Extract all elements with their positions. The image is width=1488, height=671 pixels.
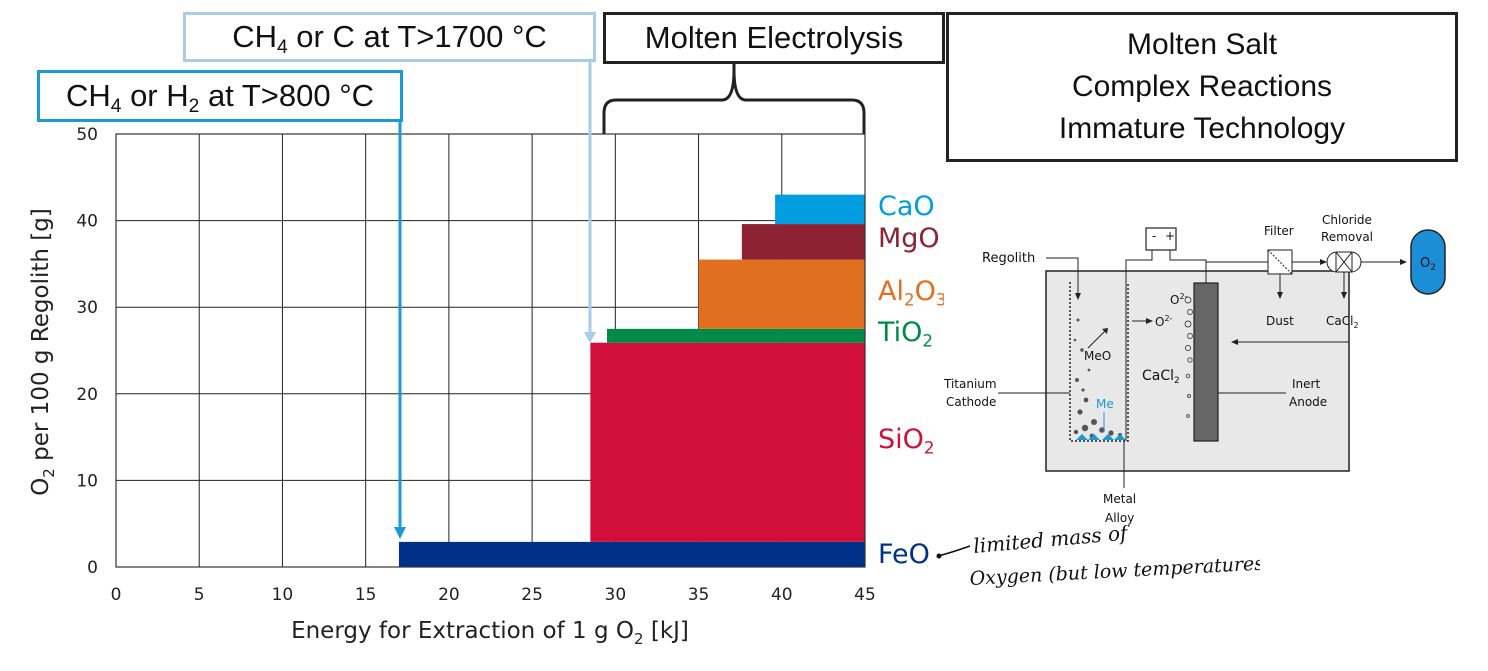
ch4-c-callout: CH4 or C at T>1700 °C xyxy=(183,12,596,62)
note-line-2: Oxygen (but low temperatures) xyxy=(969,552,1260,590)
molten-salt-callout: Molten Salt Complex Reactions Immature T… xyxy=(946,12,1458,162)
o2-minus-label-1: O2- xyxy=(1170,292,1188,307)
metal-droplets xyxy=(1076,434,1126,440)
molten-electrolysis-bracket xyxy=(602,69,866,134)
x-tick-label: 45 xyxy=(854,585,876,605)
chloride-removal-x2 xyxy=(1335,251,1353,273)
meo-arrowhead xyxy=(1102,328,1108,334)
x-tick-label: 5 xyxy=(194,585,205,605)
ch4-h2-callout: CH4 or H2 at T>800 °C xyxy=(37,70,403,122)
note-arrow-icon xyxy=(937,545,971,557)
chloride-removal-label-2: Removal xyxy=(1321,230,1373,244)
removal-to-o2-arrowhead xyxy=(1400,259,1407,265)
bar-tio2 xyxy=(607,328,865,343)
cacl2-return-arrowhead xyxy=(1231,339,1238,345)
minus-sign: - xyxy=(1152,229,1156,243)
cathode-wire xyxy=(1125,250,1153,441)
plus-sign: + xyxy=(1165,229,1175,243)
bar-feo xyxy=(398,541,865,567)
me-label: Me xyxy=(1096,397,1114,411)
label-feo: FeO xyxy=(878,539,930,570)
bar-mgo xyxy=(741,224,865,260)
handwritten-note: limited mass of Oxygen (but low temperat… xyxy=(936,525,1260,590)
cacl2-bath-label: CaCl2 xyxy=(1142,368,1180,386)
label-al2o3: Al2O3 xyxy=(878,276,944,307)
note-dot-icon xyxy=(936,553,942,559)
titanium-cathode-label-1: Titanium xyxy=(943,377,997,391)
molten-salt-line-2: Complex Reactions xyxy=(1071,70,1333,103)
meo-label: MeO xyxy=(1084,349,1111,363)
cacl2-out-label: CaCl2 xyxy=(1326,314,1359,330)
power-supply xyxy=(1145,227,1177,251)
y-tick-label: 10 xyxy=(76,471,98,491)
inert-anode-label-1: Inert xyxy=(1292,377,1320,391)
filter-diagonal xyxy=(1267,249,1293,275)
cathode-basket xyxy=(1069,282,1129,442)
filter-to-removal-arrowhead xyxy=(1320,259,1327,265)
inert-anode-block xyxy=(1193,282,1219,442)
y-axis-title: O2 per 100 g Regolith [g] xyxy=(28,208,58,496)
dust-arrowhead xyxy=(1277,292,1283,299)
regolith-particles xyxy=(1073,318,1122,439)
chloride-removal-label-1: Chloride xyxy=(1322,213,1372,227)
x-tick-label: 10 xyxy=(272,585,294,605)
ticks: 0 5 10 15 20 25 30 35 40 45 0 10 20 30 40 50 xyxy=(76,125,875,605)
o2-capsule-label: O2 xyxy=(1420,256,1436,273)
regolith-label: Regolith xyxy=(982,251,1035,266)
x-tick-label: 25 xyxy=(521,585,543,605)
anode-bubbles xyxy=(1184,296,1193,418)
metal-alloy-label-1: Metal xyxy=(1103,492,1136,506)
filter-label: Filter xyxy=(1264,224,1294,238)
o2-minus-arrowhead xyxy=(1146,318,1153,324)
y-tick-label: 50 xyxy=(76,125,98,145)
regolith-feed-arrow xyxy=(1046,257,1079,295)
label-sio2: SiO2 xyxy=(878,424,935,458)
x-axis-title: Energy for Extraction of 1 g O2 [kJ] xyxy=(291,618,689,648)
y-tick-label: 30 xyxy=(76,298,98,318)
o2-minus-label-2: O2- xyxy=(1155,314,1173,329)
bar-sio2 xyxy=(590,342,865,542)
x-tick-label: 40 xyxy=(771,585,793,605)
cacl2-out-arrowhead xyxy=(1341,292,1347,299)
bars xyxy=(398,194,865,567)
molten-salt-line-3: Immature Technology xyxy=(1058,112,1346,145)
molten-electrolysis-text: Molten Electrolysis xyxy=(644,20,904,55)
ch4-c-text: CH4 or C at T>1700 °C xyxy=(232,19,547,59)
plot-frame xyxy=(115,133,866,568)
x-tick-label: 20 xyxy=(438,585,460,605)
dust-label: Dust xyxy=(1266,314,1294,328)
molten-salt-line-1: Molten Salt xyxy=(1126,28,1278,61)
ch4-c-arrowhead xyxy=(584,332,596,343)
regolith-feed-arrowhead xyxy=(1075,293,1081,300)
inert-anode-label-2: Anode xyxy=(1289,395,1327,409)
molten-electrolysis-callout: Molten Electrolysis xyxy=(603,12,945,64)
metal-alloy-label-2: Alloy xyxy=(1105,511,1134,525)
x-tick-label: 0 xyxy=(111,585,122,605)
label-mgo: MgO xyxy=(878,223,940,254)
bar-al2o3 xyxy=(698,259,865,329)
x-tick-label: 35 xyxy=(688,585,710,605)
y-tick-label: 20 xyxy=(76,385,98,405)
ch4-h2-text: CH4 or H2 at T>800 °C xyxy=(65,78,375,118)
x-tick-label: 15 xyxy=(355,585,377,605)
label-tio2: TiO2 xyxy=(878,317,934,351)
bar-cao xyxy=(775,194,865,225)
ch4-h2-arrowhead xyxy=(394,527,406,539)
meo-arrow xyxy=(1087,329,1107,349)
electrolysis-cell-diagram: - + O2 Regolith xyxy=(943,213,1446,525)
label-cao: CaO xyxy=(878,191,935,222)
y-tick-label: 40 xyxy=(76,212,98,232)
titanium-cathode-label-2: Cathode xyxy=(946,395,996,409)
o2-capsule xyxy=(1410,229,1446,295)
y-tick-label: 0 xyxy=(87,558,98,578)
x-tick-label: 30 xyxy=(605,585,627,605)
gas-line xyxy=(1205,261,1268,283)
